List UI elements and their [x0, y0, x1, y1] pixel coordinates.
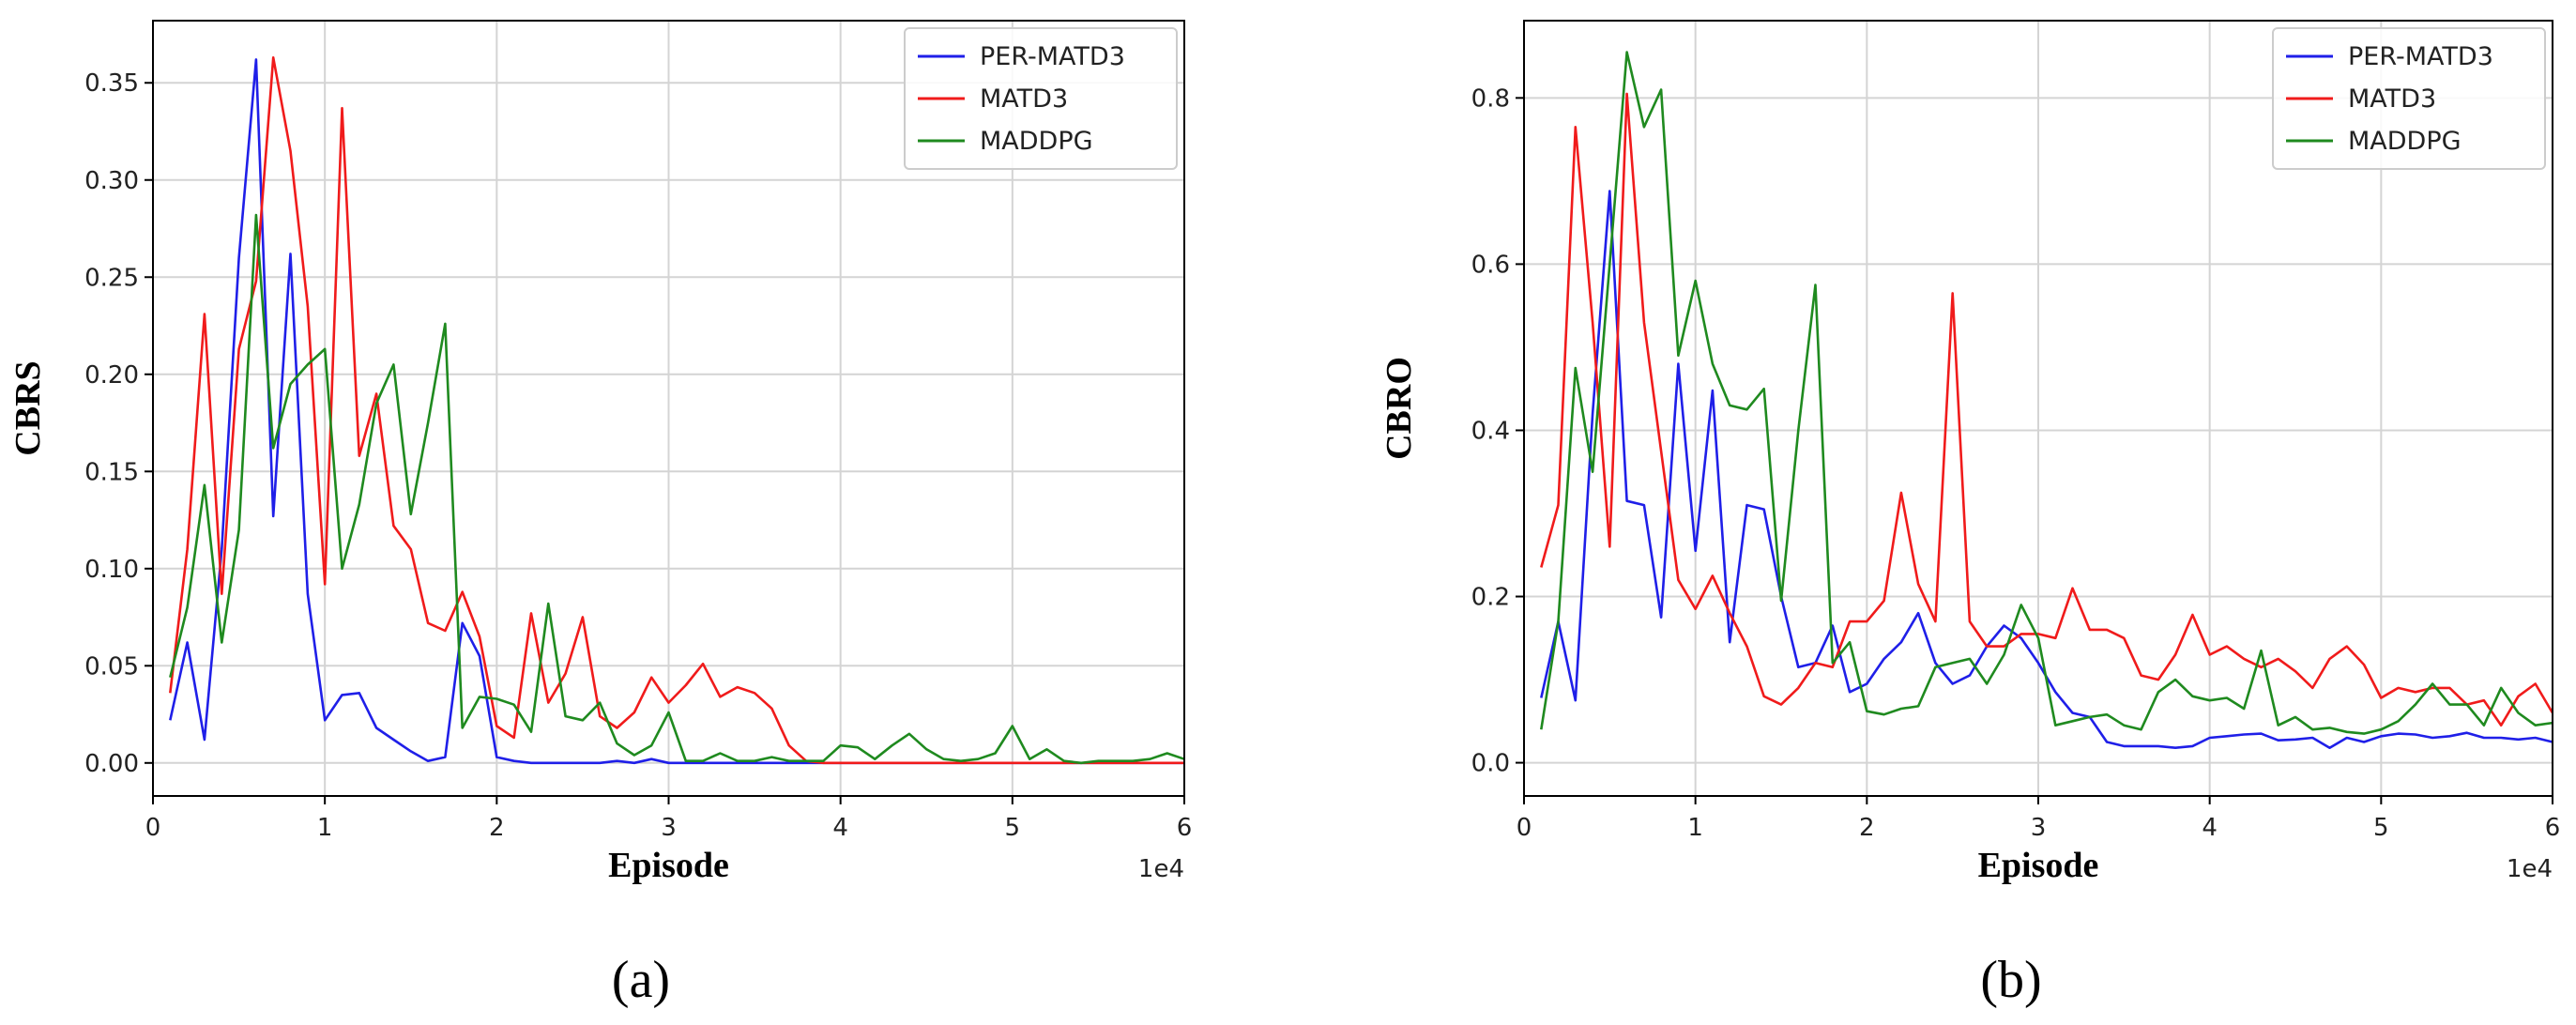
x-tick-label: 3 [661, 814, 677, 842]
legend-box [904, 27, 1178, 170]
x-tick-label: 5 [2373, 814, 2389, 842]
series-line-per-matd3 [1540, 190, 2553, 750]
series-line-matd3 [169, 55, 1184, 765]
y-tick-label: 0.0 [1471, 750, 1510, 778]
x-tick-label: 6 [1177, 814, 1193, 842]
series-line-maddpg [1540, 51, 2553, 735]
x-tick-label: 0 [1517, 814, 1532, 842]
y-tick-label: 0.8 [1471, 84, 1510, 113]
chart-panel-a: 0 1 2 3 4 5 6 0.00 0.05 0.10 0.15 0.20 0.25 0.30 0.35 1… [8, 20, 1193, 1009]
legend: PER-MATD3 MATD3 MADDPG [2272, 27, 2546, 170]
y-tick-label: 0.2 [1471, 584, 1510, 612]
x-tick-label: 3 [2031, 814, 2047, 842]
y-axis-label: CBRS [8, 360, 48, 455]
x-axis-label: Episode [608, 846, 729, 885]
x-tick-label: 6 [2545, 814, 2561, 842]
legend-label: MADDPG [980, 127, 1093, 156]
x-tick-label: 2 [1859, 814, 1875, 842]
y-tick-label: 0.4 [1471, 417, 1510, 445]
chart-panel-b: 0 1 2 3 4 5 6 0.0 0.2 0.4 0.6 0.8 1e4 Episode CBRO (b) P… [1379, 20, 2561, 1009]
y-tick-label: 0.05 [84, 652, 139, 681]
legend-label: MATD3 [2348, 84, 2436, 114]
x-tick-label: 5 [1005, 814, 1021, 842]
panel-label: (a) [612, 951, 670, 1009]
y-tick-label: 0.30 [84, 167, 139, 195]
x-axis-label: Episode [1978, 846, 2099, 885]
y-tick-label: 0.15 [84, 458, 139, 486]
legend: PER-MATD3 MATD3 MADDPG [904, 27, 1178, 170]
x-tick-label: 0 [145, 814, 161, 842]
legend-label: MATD3 [980, 84, 1068, 114]
series-line-matd3 [1540, 92, 2554, 727]
x-tick-label: 1 [317, 814, 333, 842]
y-tick-label: 0.00 [84, 750, 139, 778]
x-tick-label: 2 [489, 814, 505, 842]
y-tick-label: 0.20 [84, 361, 139, 390]
x-offset-label: 1e4 [1138, 855, 1184, 883]
x-tick-label: 1 [1687, 814, 1703, 842]
x-offset-label: 1e4 [2507, 855, 2553, 883]
legend-box [2272, 27, 2546, 170]
x-tick-label: 4 [832, 814, 848, 842]
y-axis-label: CBRO [1379, 357, 1419, 460]
x-tick-label: 4 [2202, 814, 2218, 842]
legend-label: PER-MATD3 [2348, 42, 2493, 71]
y-tick-label: 0.6 [1471, 251, 1510, 279]
y-tick-label: 0.10 [84, 556, 139, 584]
legend-label: MADDPG [2348, 127, 2462, 156]
series-line-maddpg [169, 213, 1185, 765]
panel-label: (b) [1980, 951, 2041, 1009]
y-tick-label: 0.25 [84, 264, 139, 292]
y-tick-label: 0.35 [84, 69, 139, 98]
legend-label: PER-MATD3 [980, 42, 1125, 71]
